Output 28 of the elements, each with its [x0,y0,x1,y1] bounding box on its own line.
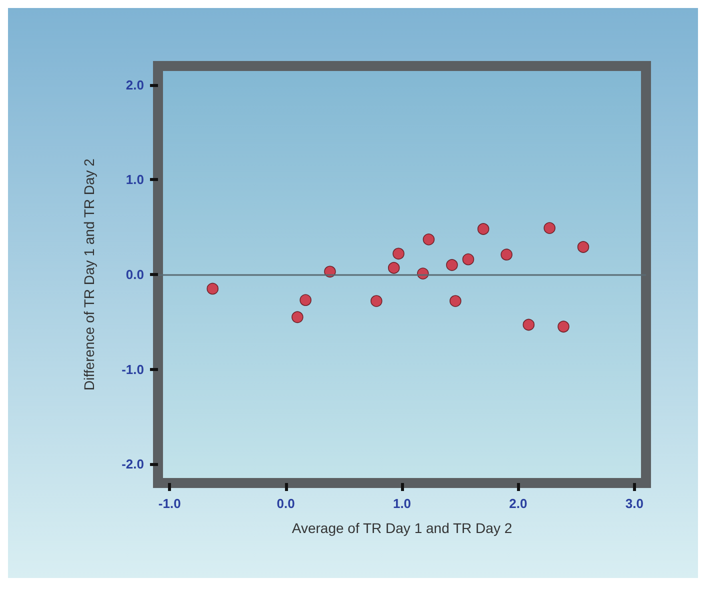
y-tick-label: 0.0 [126,267,144,282]
point [206,282,219,295]
x-tick-label: 3.0 [625,496,644,511]
point [446,259,458,271]
point [544,222,556,234]
y-tick-label: -1.0 [122,362,144,377]
x-tick-label: 1.0 [392,496,412,511]
point [300,294,312,306]
point [422,234,435,246]
point [500,248,512,260]
point [392,248,404,260]
y-tick-label: -2.0 [122,456,144,472]
x-tick-label: -1.0 [158,496,181,511]
point [292,311,304,324]
point [522,318,535,331]
point [462,253,474,266]
x-axis-title: Average of TR Day 1 and TR Day 2 [292,520,512,536]
x-tick-label: 2.0 [509,496,528,511]
x-tick-label: 0.0 [276,496,295,511]
y-tick-label: 2.0 [126,77,144,92]
y-axis-title: Difference of TR Day 1 and TR Day 2 [81,158,97,390]
point [477,223,490,235]
point [388,262,400,274]
point [577,241,590,253]
point [450,295,462,307]
point [370,295,382,307]
point [558,320,570,333]
y-tick-label: 1.0 [126,172,144,188]
